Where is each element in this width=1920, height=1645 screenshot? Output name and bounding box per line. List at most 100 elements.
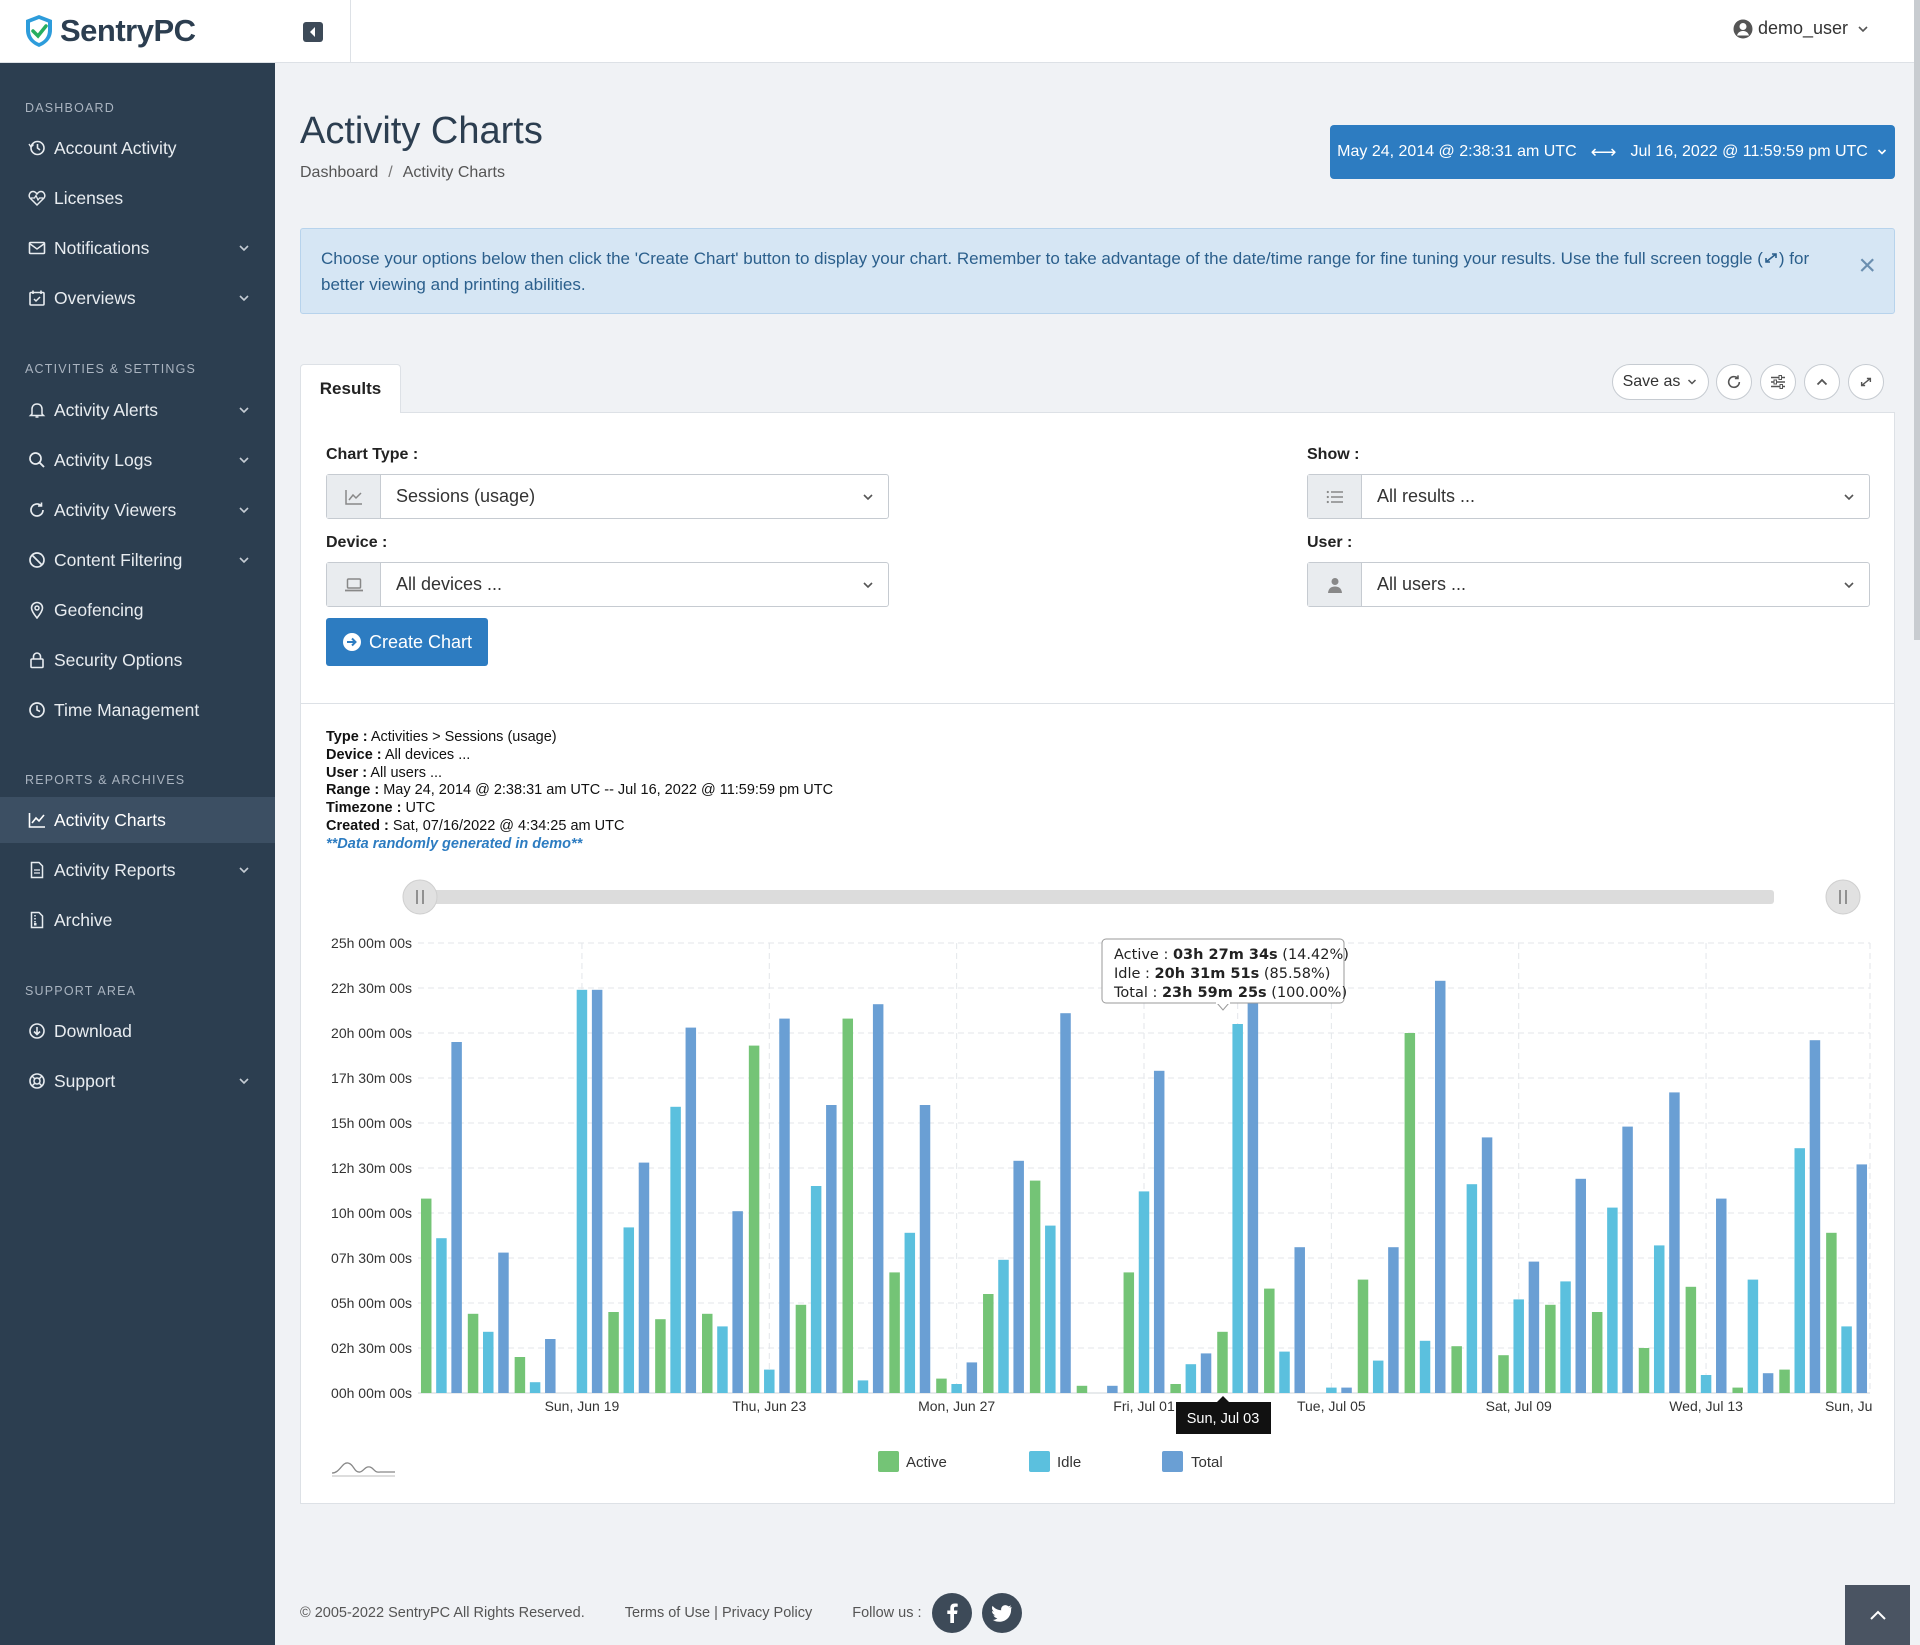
bar-idle[interactable] [998,1259,1009,1393]
bar-active[interactable] [1779,1369,1790,1393]
bar-idle[interactable] [1372,1360,1384,1393]
bar-total[interactable] [1575,1178,1586,1393]
bar-active[interactable] [842,1018,854,1393]
tab-results[interactable]: Results [300,364,401,413]
bar-active[interactable] [655,1319,666,1393]
bar-active[interactable] [1357,1279,1369,1393]
page-scrollbar[interactable] [1914,0,1920,640]
bar-total[interactable] [638,1162,650,1393]
bar-total[interactable] [591,989,603,1393]
refresh-button[interactable] [1716,364,1752,400]
bar-idle[interactable] [810,1186,822,1393]
terms-link[interactable]: Terms of Use [624,1605,711,1621]
bar-idle[interactable] [1138,1191,1150,1393]
bar-idle[interactable] [1185,1364,1197,1393]
sidebar-item-archive[interactable]: Archive [0,897,275,943]
bar-active[interactable] [1591,1312,1603,1393]
legend-item-total[interactable]: Total [1162,1451,1223,1472]
bar-idle[interactable] [1232,1024,1243,1393]
chart-type-select[interactable]: Sessions (usage) [326,474,889,519]
sidebar-item-overviews[interactable]: Overviews [0,275,275,321]
bar-idle[interactable] [1279,1351,1290,1393]
sidebar-item-notifications[interactable]: Notifications [0,225,275,271]
bar-idle[interactable] [1841,1326,1852,1393]
legend-item-idle[interactable]: Idle [1029,1451,1081,1472]
bar-idle[interactable] [1653,1245,1665,1393]
bar-total[interactable] [826,1105,837,1393]
sidebar-item-licenses[interactable]: Licenses [0,175,275,221]
bar-idle[interactable] [1560,1281,1571,1393]
sidebar-item-account-activity[interactable]: Account Activity [0,125,275,171]
bar-active[interactable] [1498,1355,1509,1393]
sidebar-item-activity-charts[interactable]: Activity Charts [0,797,275,843]
facebook-icon[interactable] [931,1593,972,1633]
bar-total[interactable] [1669,1092,1680,1393]
show-select[interactable]: All results ... [1307,474,1870,519]
bar-total[interactable] [1153,1070,1165,1393]
bar-total[interactable] [1809,1040,1821,1393]
bar-active[interactable] [514,1357,526,1393]
bar-idle[interactable] [1700,1375,1712,1393]
logo[interactable]: SentryPC [0,0,275,63]
user-menu[interactable]: demo_user [1733,18,1870,39]
bar-total[interactable] [1013,1160,1024,1393]
sidebar-item-security-options[interactable]: Security Options [0,637,275,683]
legend-item-active[interactable]: Active [878,1451,947,1472]
bar-active[interactable] [983,1294,994,1393]
bar-idle[interactable] [857,1380,869,1393]
back-to-top-button[interactable] [1845,1585,1910,1645]
navigator-icon[interactable] [331,1462,395,1474]
bar-active[interactable] [420,1198,432,1393]
bar-total[interactable] [1294,1247,1305,1393]
bar-active[interactable] [1029,1180,1041,1393]
range-slider-left-handle[interactable] [402,879,438,915]
bar-idle[interactable] [670,1106,681,1393]
bar-total[interactable] [966,1362,978,1393]
bar-idle[interactable] [904,1232,916,1393]
bar-idle[interactable] [529,1382,541,1393]
range-slider[interactable] [402,879,1861,915]
bar-total[interactable] [919,1105,931,1393]
bar-total[interactable] [872,1004,884,1393]
bar-idle[interactable] [951,1384,962,1393]
bar-total[interactable] [1716,1198,1727,1393]
bar-total[interactable] [1388,1247,1399,1393]
bar-total[interactable] [1856,1164,1868,1393]
bar-total[interactable] [1107,1385,1118,1393]
bar-idle[interactable] [483,1331,494,1393]
bar-active[interactable] [1638,1348,1650,1393]
settings-button[interactable] [1760,364,1796,400]
bar-active[interactable] [1217,1331,1228,1393]
bar-active[interactable] [608,1312,619,1393]
range-slider-right-handle[interactable] [1825,879,1861,915]
bar-total[interactable] [732,1211,743,1393]
fullscreen-button[interactable] [1848,364,1884,400]
bar-idle[interactable] [623,1227,635,1393]
bar-active[interactable] [1826,1232,1837,1393]
bar-total[interactable] [779,1018,790,1393]
bar-total[interactable] [1200,1353,1212,1393]
sidebar-item-activity-viewers[interactable]: Activity Viewers [0,487,275,533]
close-icon[interactable]: × [1858,249,1876,282]
sidebar-item-activity-logs[interactable]: Activity Logs [0,437,275,483]
bar-active[interactable] [936,1378,947,1393]
bar-idle[interactable] [436,1238,447,1393]
save-as-button[interactable]: Save as [1612,364,1709,400]
bar-total[interactable] [545,1339,556,1393]
bar-idle[interactable] [1794,1148,1805,1393]
bar-idle[interactable] [1045,1225,1056,1393]
bar-active[interactable] [1685,1286,1697,1393]
bar-total[interactable] [498,1252,509,1393]
sidebar-item-activity-alerts[interactable]: Activity Alerts [0,387,275,433]
bar-total[interactable] [685,1027,697,1393]
bar-idle[interactable] [1326,1387,1337,1393]
bar-total[interactable] [1762,1373,1774,1393]
bar-total[interactable] [1434,980,1446,1393]
bar-total[interactable] [1247,962,1259,1393]
bar-total[interactable] [1622,1126,1633,1393]
bar-active[interactable] [1170,1384,1181,1393]
bar-active[interactable] [1123,1272,1135,1393]
sidebar-item-geofencing[interactable]: Geofencing [0,587,275,633]
device-select[interactable]: All devices ... [326,562,889,607]
bar-total[interactable] [1060,1013,1071,1393]
